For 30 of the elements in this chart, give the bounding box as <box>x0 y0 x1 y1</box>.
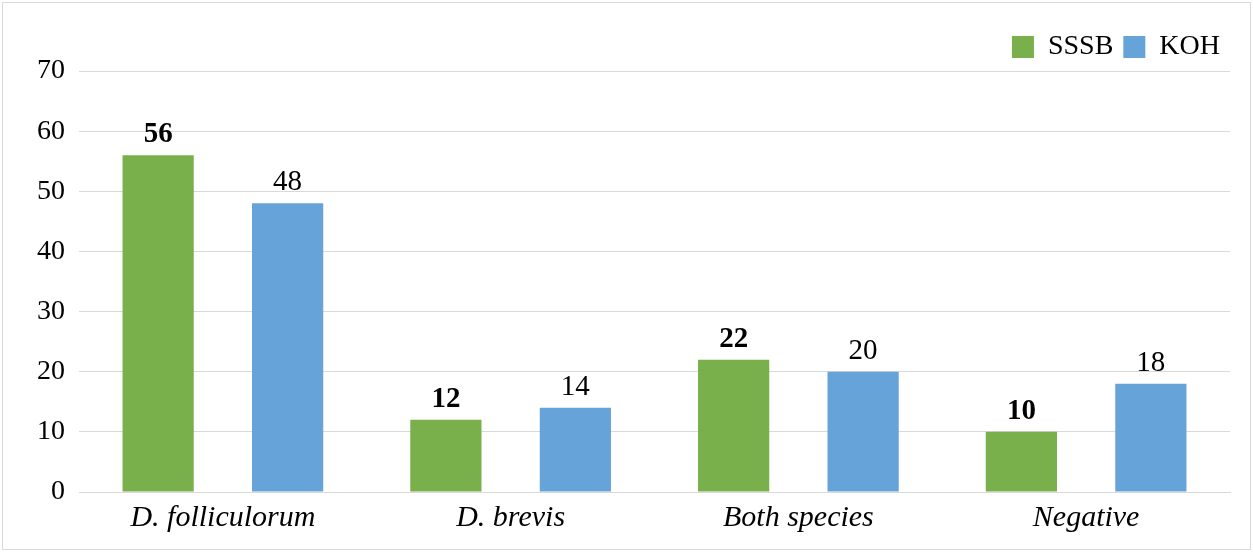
y-tick-label: 20 <box>37 354 65 386</box>
data-label: 48 <box>273 164 303 197</box>
y-tick-label: 0 <box>51 474 65 506</box>
data-label: 12 <box>431 380 461 413</box>
x-tick-label: Both species <box>722 498 874 532</box>
x-tick-label: D. brevis <box>455 498 566 532</box>
data-label: 22 <box>719 320 749 353</box>
legend-label: KOH <box>1159 29 1221 61</box>
data-label: 14 <box>560 368 591 401</box>
y-tick-label: 10 <box>37 414 65 446</box>
legend-label: SSSB <box>1047 29 1114 61</box>
bar <box>985 431 1057 492</box>
bar <box>698 359 770 492</box>
y-tick-label: 50 <box>37 173 65 205</box>
bar <box>122 155 194 492</box>
y-tick-label: 60 <box>37 113 65 145</box>
data-label: 10 <box>1006 392 1036 425</box>
bar <box>827 371 899 492</box>
y-tick-label: 30 <box>37 293 65 325</box>
y-tick-label: 40 <box>37 233 65 265</box>
y-tick-label: 70 <box>37 53 65 85</box>
data-label: 56 <box>143 116 173 149</box>
data-label: 18 <box>1136 344 1166 377</box>
data-label: 20 <box>848 332 878 365</box>
x-tick-label: Negative <box>1031 498 1140 532</box>
bar <box>410 419 482 492</box>
x-tick-label: D. folliculorum <box>129 498 316 532</box>
bar <box>252 203 324 492</box>
bar <box>1115 383 1187 492</box>
bar <box>539 407 611 492</box>
